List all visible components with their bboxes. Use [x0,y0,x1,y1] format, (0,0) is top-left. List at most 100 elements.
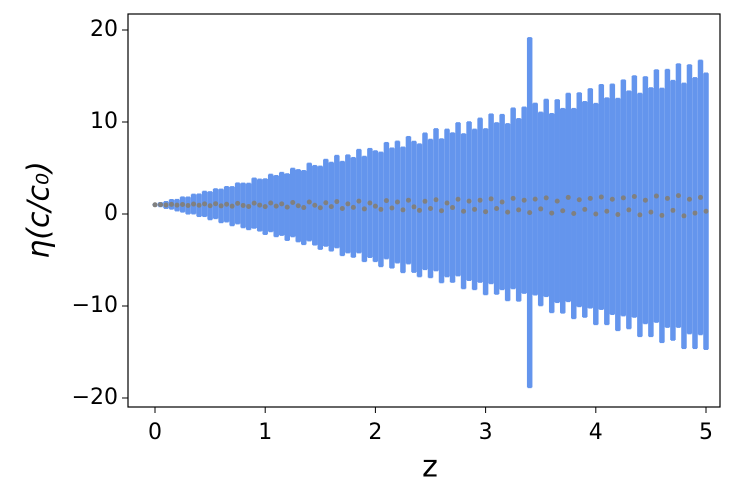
data-point [229,203,235,209]
data-point [510,195,516,201]
data-point [565,194,571,200]
data-point [378,206,384,212]
data-point [681,213,687,219]
data-point [295,203,301,209]
data-point [257,202,263,208]
data-point [251,200,257,206]
data-point [626,207,632,213]
data-point [483,209,489,215]
data-point [692,210,698,216]
data-point [174,202,180,208]
data-point [339,205,345,211]
data-point [323,200,329,206]
data-point [334,199,340,205]
data-point [604,208,610,214]
data-point [235,200,241,206]
data-point [538,206,544,212]
data-point [615,211,621,217]
data-point [268,200,274,206]
data-point [367,200,373,206]
data-point [389,205,395,211]
data-point [284,204,290,210]
data-point [549,210,555,216]
data-point [428,205,434,211]
y-tick-label: 20 [90,17,118,42]
plot-frame [127,13,721,408]
data-point [433,197,439,203]
data-point [163,202,169,208]
data-point [422,198,428,204]
data-point [416,207,422,213]
data-point [246,203,252,209]
data-point [554,198,560,204]
data-point [196,202,202,208]
data-point [152,202,158,208]
data-point [686,196,692,202]
data-point [317,205,323,211]
data-point [631,194,637,200]
data-point [444,200,450,206]
data-point [670,207,676,213]
data-point [213,201,219,207]
data-point [361,206,367,212]
x-axis-label: z [422,450,438,485]
data-point [218,203,224,209]
data-point [659,212,665,218]
data-point [505,209,511,215]
data-point [262,204,268,210]
data-point [169,201,175,207]
data-point [571,211,577,217]
data-point [587,195,593,201]
data-point [703,208,709,214]
data-point [240,202,246,208]
x-tick-label: 1 [258,420,272,445]
data-point [158,202,164,208]
x-tick-label: 3 [479,420,493,445]
x-tick-label: 2 [368,420,382,445]
data-point [488,196,494,202]
data-point [543,195,549,201]
data-point [560,208,566,214]
data-point [180,202,186,208]
data-point [532,196,538,202]
x-tick-label: 5 [699,420,713,445]
data-point [185,203,191,209]
data-point [472,206,478,212]
data-point [372,203,378,209]
data-point [191,201,197,207]
data-point [521,197,527,203]
data-point [455,196,461,202]
data-point [494,205,500,211]
y-tick-label: 0 [104,201,118,226]
data-point [394,199,400,205]
y-tick-label: −20 [72,385,118,410]
data-point [499,199,505,205]
data-point [593,211,599,217]
data-point [450,205,456,211]
data-point [664,195,670,201]
data-point [328,204,334,210]
data-point [273,203,279,209]
data-point [405,197,411,203]
data-point [648,209,654,215]
data-point [290,199,296,205]
data-point [598,194,604,200]
data-point [207,203,213,209]
data-point [642,197,648,203]
data-point [576,197,582,203]
data-point [356,198,362,204]
data-point [383,198,389,204]
y-axis-label: η(c/c₀) [22,161,57,259]
x-tick-label: 0 [148,420,162,445]
data-point [439,208,445,214]
data-point [312,202,318,208]
y-tick-label: 10 [90,109,118,134]
data-point [345,201,351,207]
x-tick-label: 4 [589,420,603,445]
data-point [697,194,703,200]
y-tick-label: −10 [72,293,118,318]
data-point [411,204,417,210]
data-point [224,201,230,207]
data-point [477,197,483,203]
